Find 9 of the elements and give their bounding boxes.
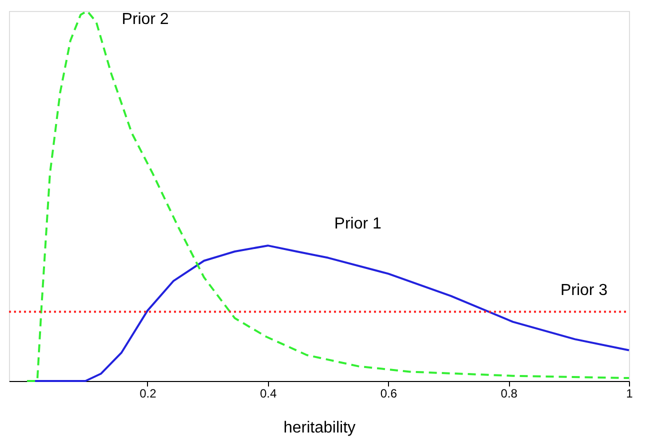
x-tick-label: 1 [626,386,634,400]
x-tick-label: 0.4 [260,386,277,400]
x-tick-label: 0.6 [380,386,398,400]
x-tick-label: 0.8 [500,386,518,400]
series-label: Prior 1 [334,216,382,233]
x-axis-title: heritability [283,420,356,436]
series-label: Prior 3 [560,282,608,299]
x-tick-label: 0.2 [140,386,157,400]
series-label: Prior 2 [122,11,169,28]
